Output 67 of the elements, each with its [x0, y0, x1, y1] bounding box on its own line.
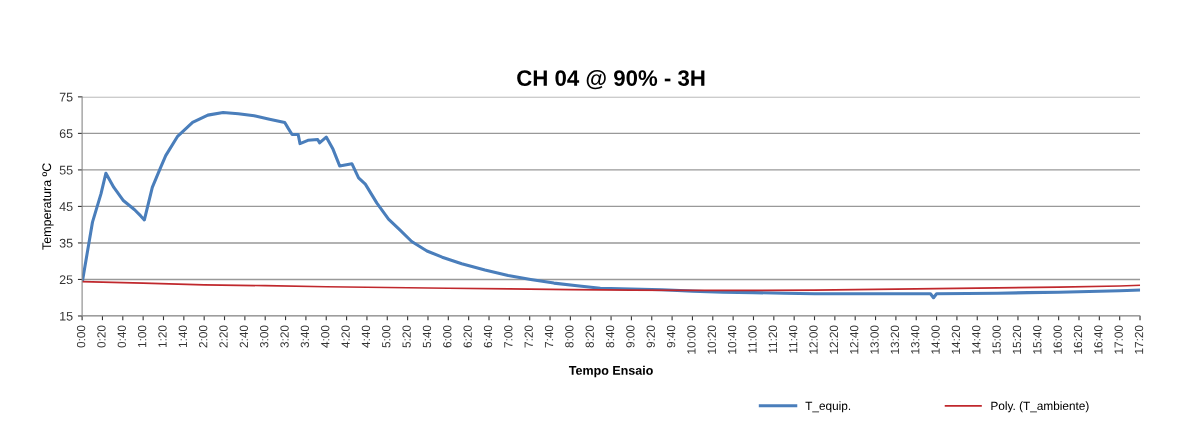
x-tick-label: 12:40: [850, 325, 859, 354]
x-tick-label: 11:20: [768, 325, 777, 353]
x-tick-label: 16:20: [1073, 325, 1083, 354]
x-tick-label: 4:40: [361, 325, 371, 348]
x-tick-label: 2:40: [239, 325, 249, 348]
x-tick-label: 8:20: [585, 325, 594, 348]
line-series: [82, 111, 1141, 300]
y-tick-label: 45: [59, 202, 73, 212]
y-tick-label: 15: [60, 311, 73, 321]
x-tick-label: 5:00: [382, 325, 391, 348]
x-tick-label: 2:00: [198, 325, 208, 348]
x-tick-label: 11:00: [748, 325, 757, 353]
x-tick-label: 17:00: [1114, 325, 1123, 354]
x-tick-label: 11:40: [788, 325, 798, 353]
x-tick-label: 12:20: [829, 325, 839, 354]
x-tick-label: 9:20: [646, 325, 655, 348]
y-tick-label: 65: [59, 129, 73, 139]
x-tick-label: 15:20: [1012, 325, 1022, 354]
x-tick-label: 17:20: [1134, 325, 1144, 354]
x-tick-label: 6:00: [443, 325, 452, 348]
y-tick-label: 35: [59, 238, 73, 248]
x-axis-title: Tempo Ensaio: [568, 365, 653, 378]
x-tick-label: 10:00: [687, 325, 696, 354]
x-tick-label: 13:00: [870, 325, 879, 354]
x-tick-label: 3:00: [260, 325, 269, 348]
x-tick-label: 7:40: [544, 325, 554, 348]
y-axis-title: Temperatura ºC: [42, 163, 54, 250]
x-tick-label: 9:40: [666, 325, 676, 348]
x-tick-label: 10:40: [727, 325, 737, 354]
x-tick-label: 15:00: [992, 325, 1001, 354]
x-tick-label: 1:00: [137, 325, 147, 348]
x-tick-label: 5:20: [402, 325, 411, 348]
x-tick-label: 3:20: [280, 325, 289, 348]
x-tick-label: 13:40: [911, 325, 920, 354]
x-tick-label: 14:40: [972, 325, 981, 354]
x-tick-label: 3:40: [300, 325, 310, 348]
x-tick-label: 6:40: [483, 325, 493, 348]
x-tick-label: 13:20: [890, 325, 900, 354]
chart-title: CH 04 @ 90% - 3H: [517, 69, 705, 90]
legend-label: Poly. (T_ambiente): [991, 401, 1089, 413]
y-tick-label: 55: [59, 165, 73, 175]
x-tick-label: 7:00: [504, 325, 513, 348]
x-tick-label: 0:40: [117, 325, 126, 348]
x-tick-label: 1:20: [158, 325, 167, 348]
x-tick-label: 12:00: [809, 325, 818, 354]
x-tick-label: 9:00: [626, 325, 635, 348]
x-tick-label: 4:20: [341, 325, 350, 348]
x-tick-label: 15:40: [1033, 325, 1042, 354]
x-tick-label: 0:00: [76, 325, 86, 348]
x-tick-label: 14:20: [951, 325, 961, 354]
y-tick-label: 75: [59, 92, 73, 102]
x-tick-label: 10:20: [707, 325, 716, 354]
x-tick-label: 16:00: [1053, 325, 1062, 354]
line-series: [82, 280, 1141, 292]
legend-label: T_equip.: [805, 401, 851, 413]
x-tick-label: 2:20: [219, 325, 228, 348]
x-tick-label: 6:20: [463, 325, 472, 348]
x-tick-label: 8:00: [565, 325, 574, 348]
x-tick-label: 0:20: [97, 325, 106, 348]
x-tick-label: 8:40: [605, 325, 615, 348]
x-tick-label: 7:20: [524, 325, 533, 348]
x-tick-label: 5:40: [422, 325, 432, 348]
y-tick-label: 25: [59, 275, 73, 285]
x-tick-label: 1:40: [178, 325, 187, 348]
x-tick-label: 4:00: [321, 325, 330, 348]
x-tick-label: 14:00: [931, 325, 940, 354]
x-tick-label: 16:40: [1094, 325, 1103, 354]
